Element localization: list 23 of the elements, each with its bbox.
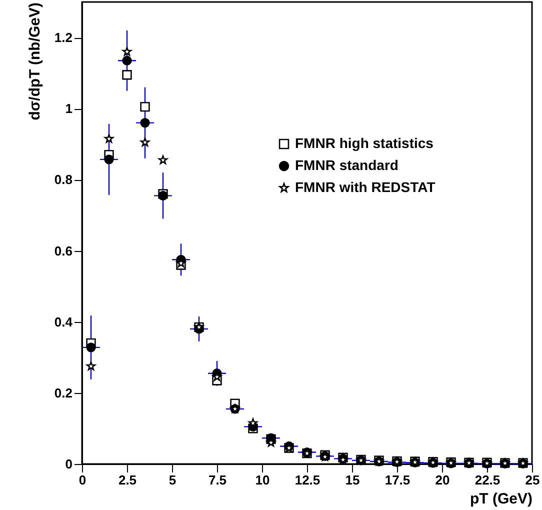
x-tick-label: 17.5 bbox=[384, 472, 410, 488]
y-tick-label: 1 bbox=[65, 101, 72, 116]
x-tick-label: 25 bbox=[525, 472, 540, 488]
x-tick-label: 7.5 bbox=[208, 472, 227, 488]
y-axis-title: dσ/dpT (nb/GeV) bbox=[26, 2, 44, 120]
legend-label: FMNR high statistics bbox=[295, 135, 434, 151]
y-tick-label: 0 bbox=[65, 456, 72, 472]
x-tick-label: 15 bbox=[345, 472, 360, 488]
x-tick-label: 5 bbox=[168, 472, 176, 488]
legend-label: FMNR with REDSTAT bbox=[295, 179, 436, 195]
x-tick-label: 0 bbox=[78, 472, 86, 488]
x-axis-title: pT (GeV) bbox=[470, 490, 532, 508]
x-tick-label: 20 bbox=[435, 472, 450, 488]
y-tick-label: 0.2 bbox=[54, 385, 72, 400]
legend-label: FMNR standard bbox=[295, 157, 398, 173]
x-tick-label: 2.5 bbox=[118, 472, 137, 488]
x-tick-label: 12.5 bbox=[294, 472, 320, 488]
x-tick-label: 10 bbox=[255, 472, 270, 488]
y-tick-label: 0.4 bbox=[54, 314, 74, 330]
y-tick-label: 1.2 bbox=[54, 30, 72, 46]
y-tick-label: 0.6 bbox=[54, 243, 72, 258]
x-tick-label: 22.5 bbox=[474, 472, 500, 488]
y-tick-label: 0.8 bbox=[54, 172, 72, 188]
